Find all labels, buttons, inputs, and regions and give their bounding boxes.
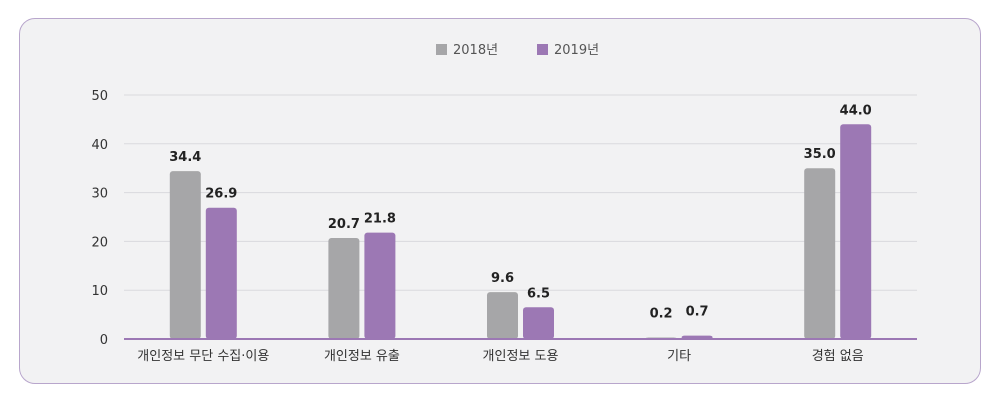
category-label-1: 개인정보 유출 (324, 349, 400, 364)
legend-swatch-2019 (537, 44, 548, 55)
y-tick-label-40: 40 (91, 138, 108, 153)
value-label-2018-3: 0.2 (650, 307, 673, 322)
bar-2018-2 (487, 292, 518, 339)
value-label-2018-2: 9.6 (491, 271, 514, 286)
category-labels: 개인정보 무단 수집·이용 개인정보 유출 개인정보 도용 기타 경험 없음 (137, 349, 863, 364)
y-axis-ticks: 0 10 20 30 40 50 (91, 89, 108, 348)
bar-2019-0 (205, 207, 237, 339)
category-label-0: 개인정보 무단 수집·이용 (137, 349, 269, 364)
bar-2019-2 (523, 307, 554, 339)
bar-2019-4 (840, 124, 872, 339)
value-label-2019-0: 26.9 (205, 187, 237, 202)
bar-2018-0 (169, 171, 201, 339)
y-tick-label-0: 0 (100, 333, 108, 348)
bar-2018-1 (328, 237, 360, 339)
category-label-4: 경험 없음 (812, 349, 864, 364)
value-labels: 34.4 26.9 20.7 21.8 9.6 6.5 0.2 0.7 35.0 44.0 (169, 103, 871, 321)
category-label-2: 개인정보 도용 (483, 349, 559, 364)
value-label-2018-4: 35.0 (804, 147, 836, 162)
gridlines (124, 94, 917, 291)
legend-swatch-2018 (436, 44, 447, 55)
legend: 2018년 2019년 (436, 43, 599, 58)
value-label-2019-1: 21.8 (364, 212, 396, 227)
value-label-2019-2: 6.5 (527, 286, 550, 301)
category-label-3: 기타 (667, 349, 691, 364)
bars (169, 124, 872, 339)
value-label-2018-0: 34.4 (169, 150, 201, 165)
bar-2018-4 (804, 168, 836, 339)
value-label-2018-1: 20.7 (328, 217, 360, 232)
y-tick-label-30: 30 (91, 187, 108, 202)
value-label-2019-3: 0.7 (686, 305, 709, 320)
bar-2019-1 (364, 232, 396, 339)
legend-label-2018: 2018년 (453, 43, 498, 58)
value-label-2019-4: 44.0 (840, 103, 872, 118)
y-tick-label-10: 10 (91, 284, 108, 299)
legend-label-2019: 2019년 (554, 43, 599, 58)
y-tick-label-50: 50 (91, 89, 108, 104)
y-tick-label-20: 20 (91, 235, 108, 250)
